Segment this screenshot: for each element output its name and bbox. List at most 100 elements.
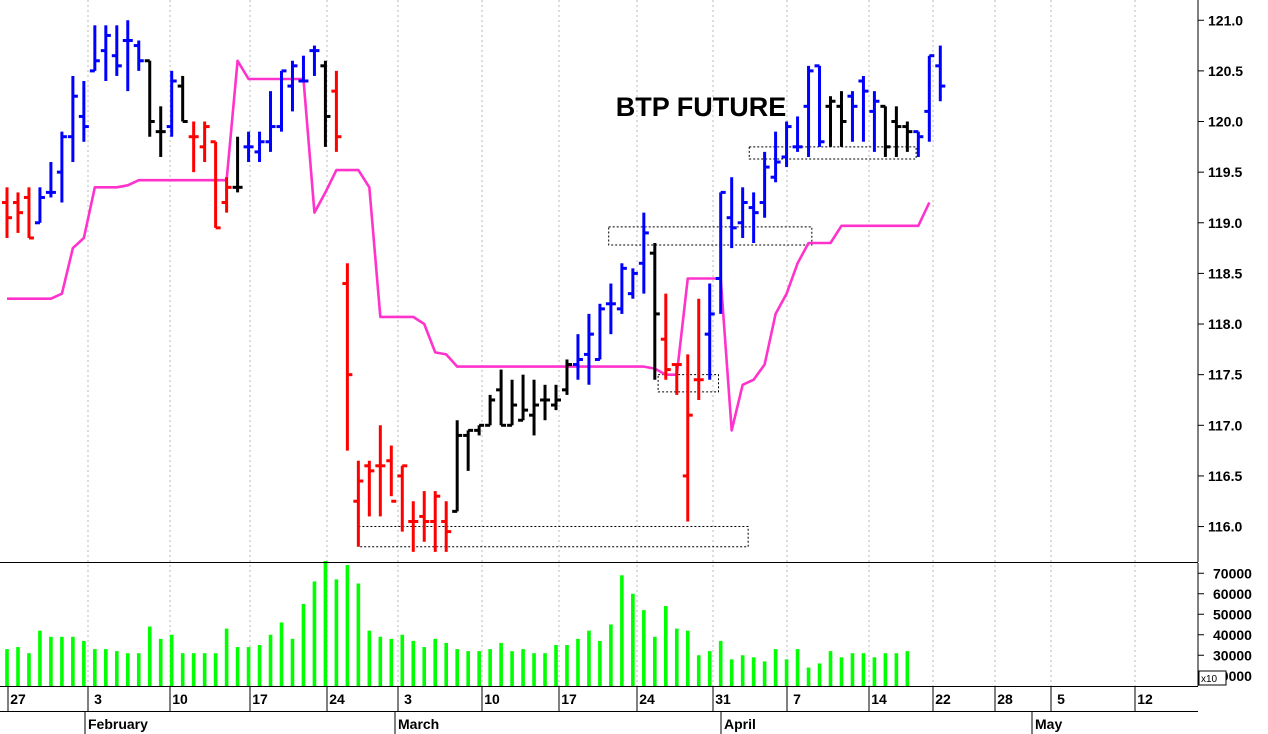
volume-bar bbox=[93, 649, 97, 686]
ohlc-bar bbox=[364, 460, 375, 517]
volume-bar bbox=[466, 651, 470, 686]
price-axis-ticks: 116.0 116.5 117.0 117.5 118.0 118.5 119.0 119.5… bbox=[1198, 12, 1243, 535]
day-tick-label: 17 bbox=[252, 691, 268, 707]
ohlc-bar bbox=[913, 130, 924, 157]
day-tick-label: 12 bbox=[1137, 691, 1153, 707]
volume-bar bbox=[115, 651, 119, 686]
day-tick-label: 14 bbox=[871, 691, 887, 707]
volume-bar bbox=[191, 653, 196, 686]
ohlc-bar bbox=[627, 268, 638, 299]
ohlc-bar bbox=[155, 106, 166, 157]
ohlc-bar bbox=[408, 501, 419, 552]
volume-bar bbox=[894, 653, 899, 686]
volume-bar bbox=[609, 624, 613, 686]
volume-bar bbox=[334, 579, 339, 686]
volume-bar bbox=[378, 636, 383, 686]
price-tick-label: 116.5 bbox=[1208, 468, 1242, 484]
ohlc-bar bbox=[485, 394, 496, 427]
ohlc-bar bbox=[572, 334, 583, 380]
volume-bar bbox=[147, 626, 152, 686]
ohlc-bar bbox=[298, 55, 309, 83]
volume-bar bbox=[850, 653, 855, 686]
ohlc-bar bbox=[89, 25, 100, 73]
volume-bar bbox=[235, 647, 240, 686]
day-axis-ticks: 27 3 10 17 24 3 10 17 24 31 7 14 22 28 5 12 bbox=[7, 686, 1153, 711]
ohlc-bar bbox=[638, 212, 649, 294]
ohlc-bar bbox=[935, 45, 946, 102]
volume-bar bbox=[740, 655, 745, 686]
day-tick-label: 31 bbox=[715, 691, 731, 707]
volume-bar bbox=[817, 663, 822, 686]
volume-tick-label: 30000 bbox=[1213, 647, 1252, 663]
volume-bar bbox=[444, 642, 448, 686]
ohlc-bar bbox=[12, 192, 23, 233]
volume-tick-label: 50000 bbox=[1213, 606, 1252, 622]
volume-bar bbox=[38, 630, 42, 686]
ichimoku-line bbox=[7, 59, 931, 432]
volume-bar bbox=[422, 647, 427, 686]
volume-bar bbox=[411, 640, 416, 686]
volume-bar bbox=[806, 667, 811, 686]
ohlc-bar bbox=[331, 70, 342, 152]
ohlc-bar bbox=[594, 303, 605, 361]
volume-bar bbox=[180, 653, 185, 686]
ohlc-bar bbox=[452, 420, 463, 513]
ohlc-bar bbox=[309, 45, 320, 76]
volume-bar bbox=[27, 653, 31, 686]
chart-title: BTP FUTURE bbox=[616, 92, 787, 122]
price-tick-label: 117.5 bbox=[1208, 367, 1242, 383]
ohlc-bar bbox=[100, 25, 111, 82]
volume-bar bbox=[653, 636, 657, 686]
ohlc-bar bbox=[375, 425, 386, 517]
price-tick-label: 116.0 bbox=[1208, 519, 1242, 535]
volume-bar bbox=[620, 575, 624, 686]
ohlc-bar bbox=[276, 69, 287, 132]
ohlc-bar bbox=[67, 75, 78, 163]
volume-bar bbox=[576, 638, 580, 686]
volume-bar bbox=[543, 653, 547, 686]
ohlc-bar bbox=[693, 298, 704, 400]
month-label: February bbox=[88, 716, 148, 732]
ohlc-bar bbox=[430, 491, 441, 552]
highlight-box bbox=[657, 374, 720, 393]
volume-bar bbox=[5, 649, 9, 686]
volume-tick-label: 70000 bbox=[1213, 565, 1252, 581]
ohlc-bar bbox=[463, 428, 474, 471]
ohlc-bar bbox=[243, 131, 254, 163]
ohlc-bar bbox=[188, 121, 199, 173]
volume-bar bbox=[762, 661, 767, 686]
volume-bar bbox=[872, 657, 877, 686]
ohlc-bar bbox=[111, 25, 122, 76]
ohlc-bar bbox=[836, 91, 847, 147]
volume-bar bbox=[433, 638, 438, 686]
day-tick-label: 22 bbox=[935, 691, 951, 707]
ohlc-bar bbox=[78, 81, 89, 142]
volume-tick-label: 60000 bbox=[1213, 586, 1252, 602]
volume-bar bbox=[905, 651, 910, 686]
ohlc-bar bbox=[869, 91, 880, 152]
ohlc-bar bbox=[847, 91, 858, 142]
ohlc-bar bbox=[177, 75, 188, 124]
ohlc-bar bbox=[540, 384, 551, 421]
volume-bar bbox=[773, 649, 778, 686]
ohlc-bar bbox=[397, 464, 408, 532]
ohlc-bar bbox=[144, 59, 155, 137]
volume-bar bbox=[532, 653, 536, 686]
volume-bar bbox=[883, 653, 888, 686]
ohlc-bar bbox=[825, 96, 836, 147]
volume-bar bbox=[71, 636, 75, 686]
volume-bar bbox=[729, 659, 734, 686]
volume-bar bbox=[488, 649, 492, 686]
day-tick-label: 5 bbox=[1057, 691, 1065, 707]
month-label: March bbox=[398, 716, 439, 732]
volume-bar bbox=[696, 655, 701, 686]
volume-bar bbox=[389, 638, 394, 686]
day-tick-label: 10 bbox=[484, 691, 500, 707]
volume-bar bbox=[587, 630, 591, 686]
ohlc-bar bbox=[496, 369, 507, 427]
volume-multiplier: x10 bbox=[1201, 674, 1218, 685]
ohlc-bar bbox=[34, 187, 45, 225]
ohlc-bar bbox=[924, 54, 935, 142]
ohlc-bar bbox=[199, 121, 210, 163]
